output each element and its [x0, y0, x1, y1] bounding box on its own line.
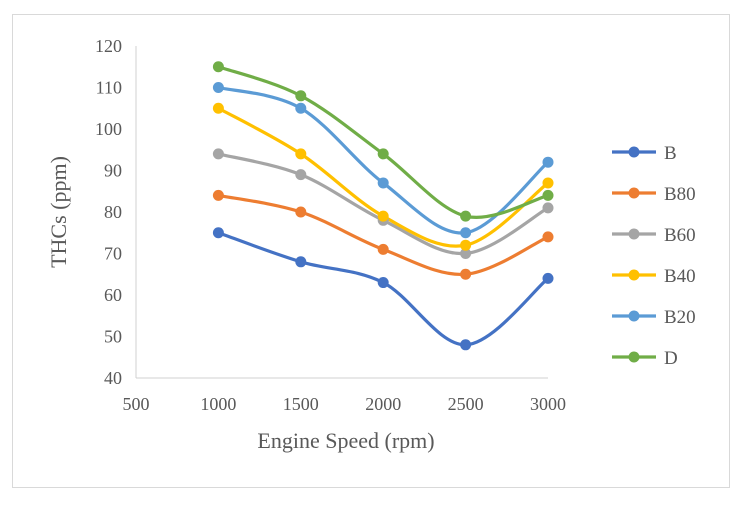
data-point-b20: [542, 156, 554, 168]
chart-frame: [12, 14, 730, 488]
data-point-b80: [295, 206, 307, 218]
legend-label: B60: [664, 225, 696, 246]
axes: [135, 46, 548, 379]
x-tick-label: 1000: [200, 394, 236, 414]
legend-label: B20: [664, 307, 696, 328]
y-tick-label: 40: [104, 368, 122, 388]
legend-item-b40: B40: [612, 266, 696, 287]
data-point-b20: [295, 102, 307, 114]
x-axis-title: Engine Speed (rpm): [257, 428, 434, 453]
x-tick-label: 2000: [365, 394, 401, 414]
y-axis-title: THCs (ppm): [46, 156, 71, 268]
legend-swatch-marker: [628, 187, 640, 199]
legend-label: D: [664, 348, 678, 369]
y-tick-labels: 40 50 60 70 80 90 100 110 120: [95, 36, 122, 388]
data-point-b20: [212, 82, 224, 93]
data-point-d: [460, 210, 472, 222]
series-line-b80: [216, 193, 550, 276]
legend-item-b80: B80: [612, 184, 696, 205]
legend-item-b20: B20: [612, 307, 696, 328]
x-tick-labels: 500 1000 1500 2000 2500 3000: [123, 394, 567, 414]
legend-label: B: [664, 143, 677, 164]
data-point-b: [295, 256, 307, 268]
data-point-b40: [460, 239, 472, 251]
data-point-b60: [212, 148, 224, 160]
data-point-b40: [212, 102, 224, 114]
y-tick-label: 50: [104, 327, 122, 347]
legend-swatch-marker: [628, 146, 640, 158]
data-point-b80: [542, 231, 554, 243]
y-tick-label: 80: [104, 202, 122, 222]
data-point-b: [377, 277, 389, 289]
y-tick-label: 90: [104, 161, 122, 181]
data-point-b80: [377, 243, 389, 255]
legend-label: B40: [664, 266, 696, 287]
y-tick-label: 120: [95, 36, 122, 56]
data-point-d: [212, 61, 224, 73]
data-point-d: [295, 90, 307, 102]
data-point-b60: [460, 248, 472, 259]
x-tick-label: 3000: [530, 394, 566, 414]
data-point-b40: [295, 148, 307, 160]
legend-item-d: D: [612, 348, 678, 369]
legend: B B80 B60 B40 B20 D: [612, 143, 696, 369]
data-point-b20: [377, 177, 389, 189]
legend-swatch-marker: [628, 228, 640, 240]
data-point-b: [212, 227, 224, 239]
x-tick-label: 2500: [448, 394, 484, 414]
legend-item-b: B: [612, 143, 677, 164]
series-line-d: [216, 65, 550, 219]
x-tick-label: 1500: [283, 394, 319, 414]
data-point-b80: [460, 268, 472, 280]
x-tick-label: 500: [123, 394, 150, 414]
legend-swatch-marker: [628, 310, 640, 322]
y-tick-label: 100: [95, 119, 122, 139]
legend-swatch-marker: [628, 351, 640, 363]
data-point-d: [542, 189, 554, 201]
y-tick-label: 70: [104, 244, 122, 264]
data-point-b: [542, 272, 554, 284]
data-point-b80: [212, 189, 224, 201]
y-tick-label: 60: [104, 285, 122, 305]
data-point-b60: [542, 202, 554, 214]
legend-item-b60: B60: [612, 225, 696, 246]
data-point-b40: [542, 177, 554, 189]
data-point-b40: [377, 210, 389, 222]
data-point-b60: [295, 169, 307, 181]
series-lines: [216, 65, 550, 347]
data-point-b20: [460, 227, 472, 239]
legend-label: B80: [664, 184, 696, 205]
data-point-b: [460, 339, 472, 351]
series-points: [212, 61, 554, 351]
y-tick-label: 110: [96, 78, 122, 98]
data-point-d: [377, 148, 389, 160]
legend-swatch-marker: [628, 269, 640, 281]
